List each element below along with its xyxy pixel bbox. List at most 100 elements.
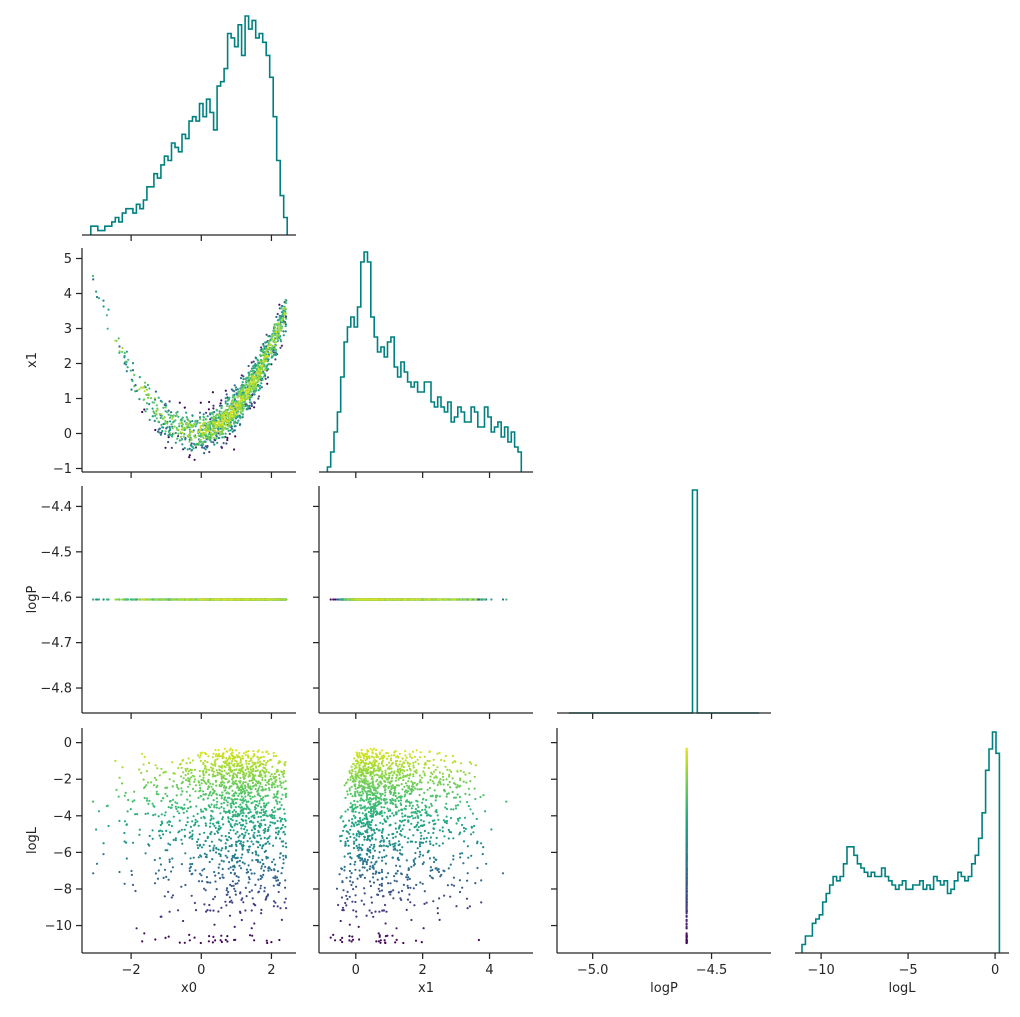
scatter-point [232, 407, 234, 409]
scatter-point [234, 401, 236, 403]
scatter-point [274, 875, 276, 877]
scatter-point [263, 357, 265, 359]
scatter-point [146, 598, 148, 600]
scatter-point [252, 598, 254, 600]
scatter-point [249, 399, 251, 401]
scatter-point [196, 844, 198, 846]
scatter-point [186, 598, 188, 600]
scatter-point [279, 837, 281, 839]
scatter-point [213, 845, 215, 847]
scatter-point [375, 598, 377, 600]
scatter-point [188, 434, 190, 436]
scatter-point [262, 350, 264, 352]
scatter-point [460, 598, 462, 600]
scatter-point [227, 891, 229, 893]
scatter-point [187, 424, 189, 426]
scatter-point [239, 865, 241, 867]
scatter-point [248, 881, 250, 883]
scatter-point [191, 426, 193, 428]
scatter-point [204, 598, 206, 600]
scatter-point [280, 326, 282, 328]
scatter-point [361, 598, 363, 600]
scatter-point [184, 407, 186, 409]
scatter-point [263, 346, 265, 348]
scatter-point [213, 417, 215, 419]
scatter-point [191, 838, 193, 840]
scatter-point [237, 420, 239, 422]
scatter-point [196, 841, 198, 843]
scatter-point [202, 437, 204, 439]
scatter-point [230, 429, 232, 431]
scatter-point [379, 598, 381, 600]
scatter-point [218, 853, 220, 855]
scatter-point [273, 354, 275, 356]
scatter-point [267, 335, 269, 337]
scatter-point [281, 345, 283, 347]
scatter-point [207, 430, 209, 432]
scatter-point [263, 376, 265, 378]
scatter-point [184, 852, 186, 854]
scatter-point [245, 887, 247, 889]
scatter-point [148, 598, 150, 600]
scatter-point [226, 940, 228, 942]
scatter-point [218, 839, 220, 841]
scatter-x0-vs-logP [92, 598, 287, 600]
scatter-point [171, 418, 173, 420]
scatter-point [169, 859, 171, 861]
scatter-point [225, 397, 227, 399]
scatter-point [205, 437, 207, 439]
scatter-point [219, 877, 221, 879]
scatter-point [260, 875, 262, 877]
scatter-point [162, 407, 164, 409]
scatter-point [204, 840, 206, 842]
scatter-point [107, 598, 109, 600]
scatter-point [102, 853, 104, 855]
scatter-point [263, 360, 265, 362]
scatter-point [260, 867, 262, 869]
scatter-point [262, 844, 264, 846]
scatter-point [199, 412, 201, 414]
scatter-point [181, 419, 183, 421]
scatter-point [194, 869, 196, 871]
scatter-point [204, 441, 206, 443]
scatter-point [246, 380, 248, 382]
scatter-point [211, 841, 213, 843]
scatter-point [274, 341, 276, 343]
scatter-point [251, 889, 253, 891]
scatter-point [277, 339, 279, 341]
scatter-point [226, 893, 228, 895]
scatter-point [197, 838, 199, 840]
scatter-point [175, 837, 177, 839]
scatter-point [176, 414, 178, 416]
scatter-point [260, 838, 262, 840]
scatter-point [160, 413, 162, 415]
scatter-point [103, 842, 105, 844]
scatter-point [229, 845, 231, 847]
scatter-point [184, 835, 186, 837]
scatter-point [189, 430, 191, 432]
scatter-point [255, 859, 257, 861]
scatter-point [132, 369, 134, 371]
scatter-point [190, 866, 192, 868]
scatter-point [502, 598, 504, 600]
scatter-point [259, 360, 261, 362]
scatter-point [208, 940, 210, 942]
scatter-point [257, 372, 259, 374]
scatter-point [223, 436, 225, 438]
scatter-point [275, 836, 277, 838]
scatter-point [266, 383, 268, 385]
scatter-point [220, 399, 222, 401]
scatter-point [199, 873, 201, 875]
scatter-point [215, 438, 217, 440]
scatter-point [125, 598, 127, 600]
scatter-point [156, 417, 158, 419]
scatter-point [231, 388, 233, 390]
scatter-point [235, 843, 237, 845]
scatter-point [277, 319, 279, 321]
scatter-point [272, 335, 274, 337]
scatter-point [249, 891, 251, 893]
scatter-point [107, 328, 109, 330]
scatter-point [275, 598, 277, 600]
scatter-point [235, 425, 237, 427]
scatter-point [188, 934, 190, 936]
